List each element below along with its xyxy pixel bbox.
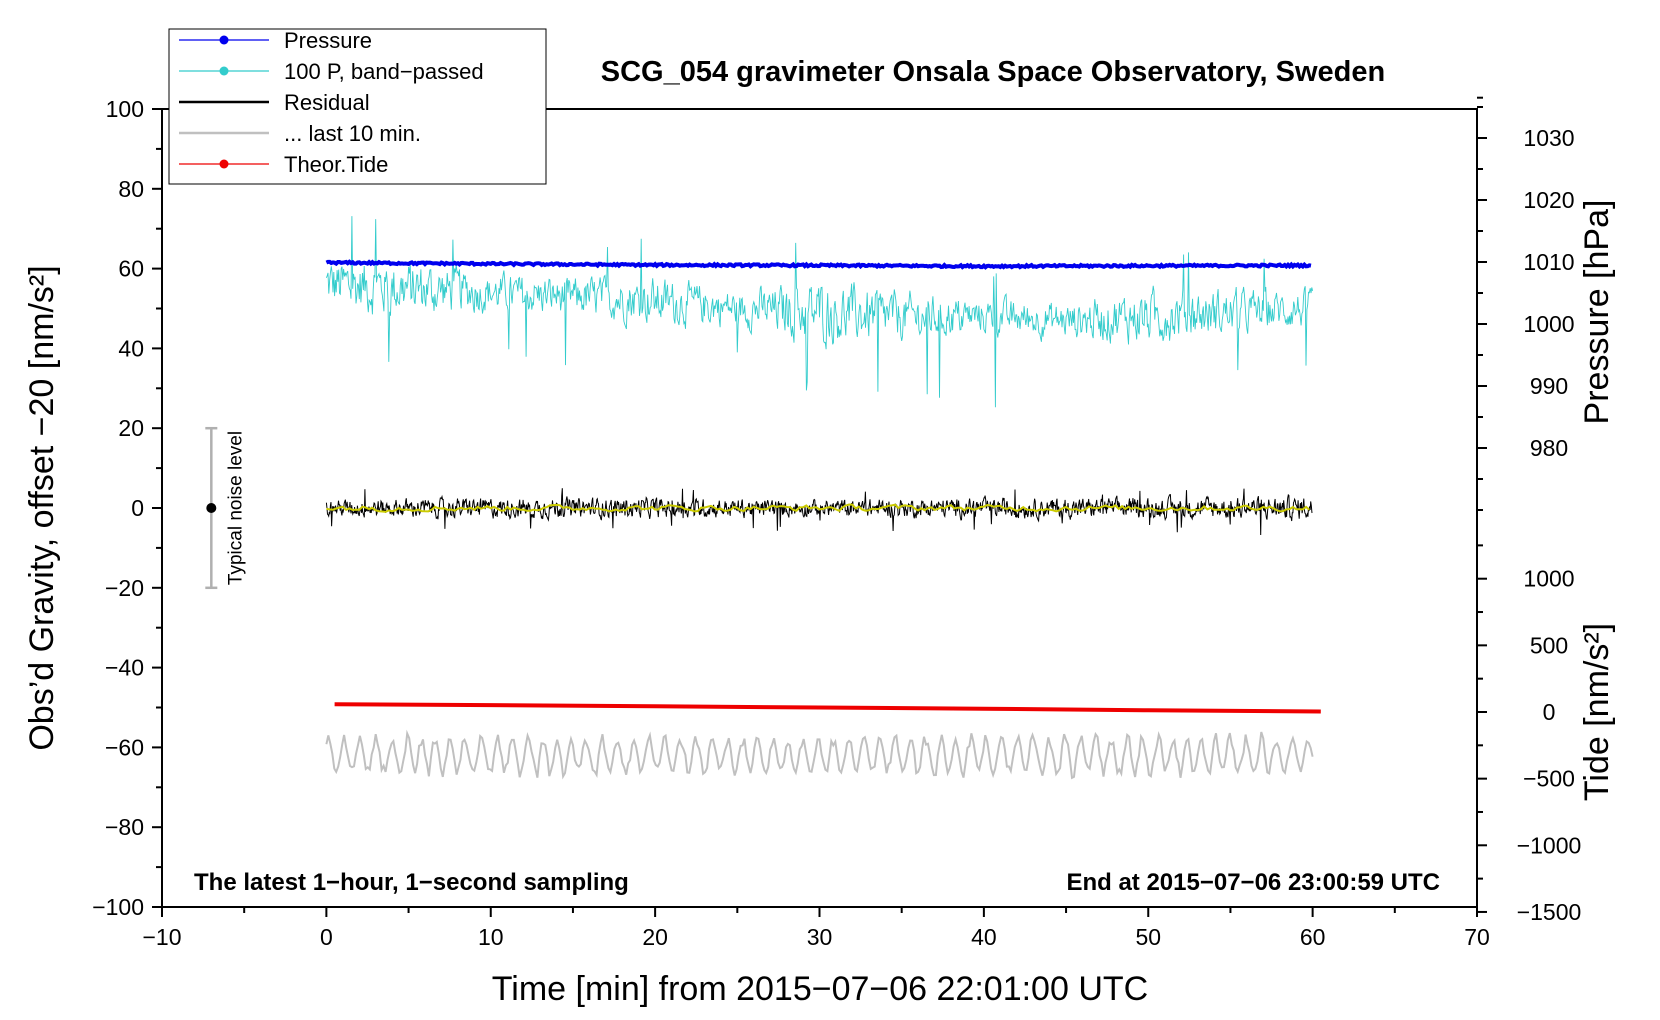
x-tick-label: −10 (142, 924, 181, 950)
y-tick-label: 40 (118, 335, 144, 361)
y-axis-label-left: Obs’d Gravity, offset −20 [nm/s²] (23, 265, 61, 750)
x-axis-label: Time [min] from 2015−07−06 22:01:00 UTC (492, 970, 1148, 1008)
chart-title: SCG_054 gravimeter Onsala Space Observat… (601, 56, 1385, 88)
y-tick-label: −100 (92, 894, 144, 920)
pressure-trace (325, 259, 1312, 270)
y-tick-label: −80 (105, 814, 144, 840)
noise-bar-label: Typical noise level (225, 431, 246, 585)
y-tick-label: −20 (105, 575, 144, 601)
tide-tick-label: −500 (1523, 766, 1575, 792)
pressure-tick-label: 990 (1530, 373, 1568, 399)
y-axis-tide: −1500 −1000 −500 0 500 1000 (1477, 544, 1582, 925)
pressure-tick-label: 1020 (1523, 187, 1574, 213)
pressure-tick-label: 980 (1530, 435, 1568, 461)
x-tick-label: 10 (478, 924, 504, 950)
legend-marker (219, 159, 229, 169)
data-traces (325, 216, 1321, 780)
tide-tick-label: −1000 (1517, 832, 1582, 858)
y-axis-gravity: −100 −80 −60 −40 −20 0 20 40 60 80 100 (92, 96, 162, 920)
tide-tick-label: 1000 (1523, 566, 1574, 592)
y-tick-label: −40 (105, 655, 144, 681)
y-tick-label: 60 (118, 256, 144, 282)
legend-label: Residual (284, 90, 370, 115)
x-tick-label: 60 (1300, 924, 1326, 950)
x-tick-label: 30 (807, 924, 833, 950)
legend: Pressure 100 P, band−passed Residual ... la… (168, 28, 547, 185)
legend-box (168, 28, 547, 185)
x-axis: −10 0 10 20 30 40 50 60 70 (142, 907, 1490, 950)
x-tick-label: 40 (971, 924, 997, 950)
y-axis-pressure: 980 990 1000 1010 1020 1030 (1477, 96, 1575, 511)
legend-marker (219, 35, 229, 45)
legend-label: ... last 10 min. (284, 121, 421, 146)
legend-label: 100 P, band−passed (284, 59, 484, 84)
y-tick-label: 80 (118, 176, 144, 202)
tide-tick-label: 500 (1530, 632, 1568, 658)
residual-smoothed-trace (326, 503, 1310, 513)
noise-level-bar: Typical noise level (205, 426, 246, 590)
legend-label: Theor.Tide (284, 152, 388, 177)
x-tick-label: 50 (1135, 924, 1161, 950)
noise-bar-center-dot (206, 503, 217, 513)
y-axis-label-pressure: Pressure [hPa] (1578, 200, 1616, 425)
y-tick-label: 20 (118, 415, 144, 441)
y-tick-label: 0 (131, 495, 144, 521)
theoretical-tide-trace (334, 702, 1321, 714)
x-tick-label: 70 (1464, 924, 1490, 950)
y-tick-label: −60 (105, 734, 144, 760)
legend-marker (219, 66, 229, 76)
last-10-min-trace (325, 729, 1314, 780)
x-tick-label: 0 (320, 924, 333, 950)
residual-trace (325, 488, 1313, 536)
x-tick-label: 20 (642, 924, 668, 950)
pressure-tick-label: 1010 (1523, 249, 1574, 275)
legend-label: Pressure (284, 28, 372, 53)
tide-tick-label: 0 (1543, 699, 1556, 725)
bandpassed-pressure-trace (325, 216, 1314, 408)
y-tick-label: 100 (106, 96, 144, 122)
note-end-time: End at 2015−07−06 23:00:59 UTC (1066, 869, 1440, 896)
note-sampling: The latest 1−hour, 1−second sampling (194, 869, 629, 896)
tide-tick-label: −1500 (1517, 899, 1582, 925)
pressure-tick-label: 1030 (1523, 125, 1574, 151)
pressure-tick-label: 1000 (1523, 311, 1574, 337)
y-axis-label-tide: Tide [nm/s²] (1578, 623, 1616, 801)
